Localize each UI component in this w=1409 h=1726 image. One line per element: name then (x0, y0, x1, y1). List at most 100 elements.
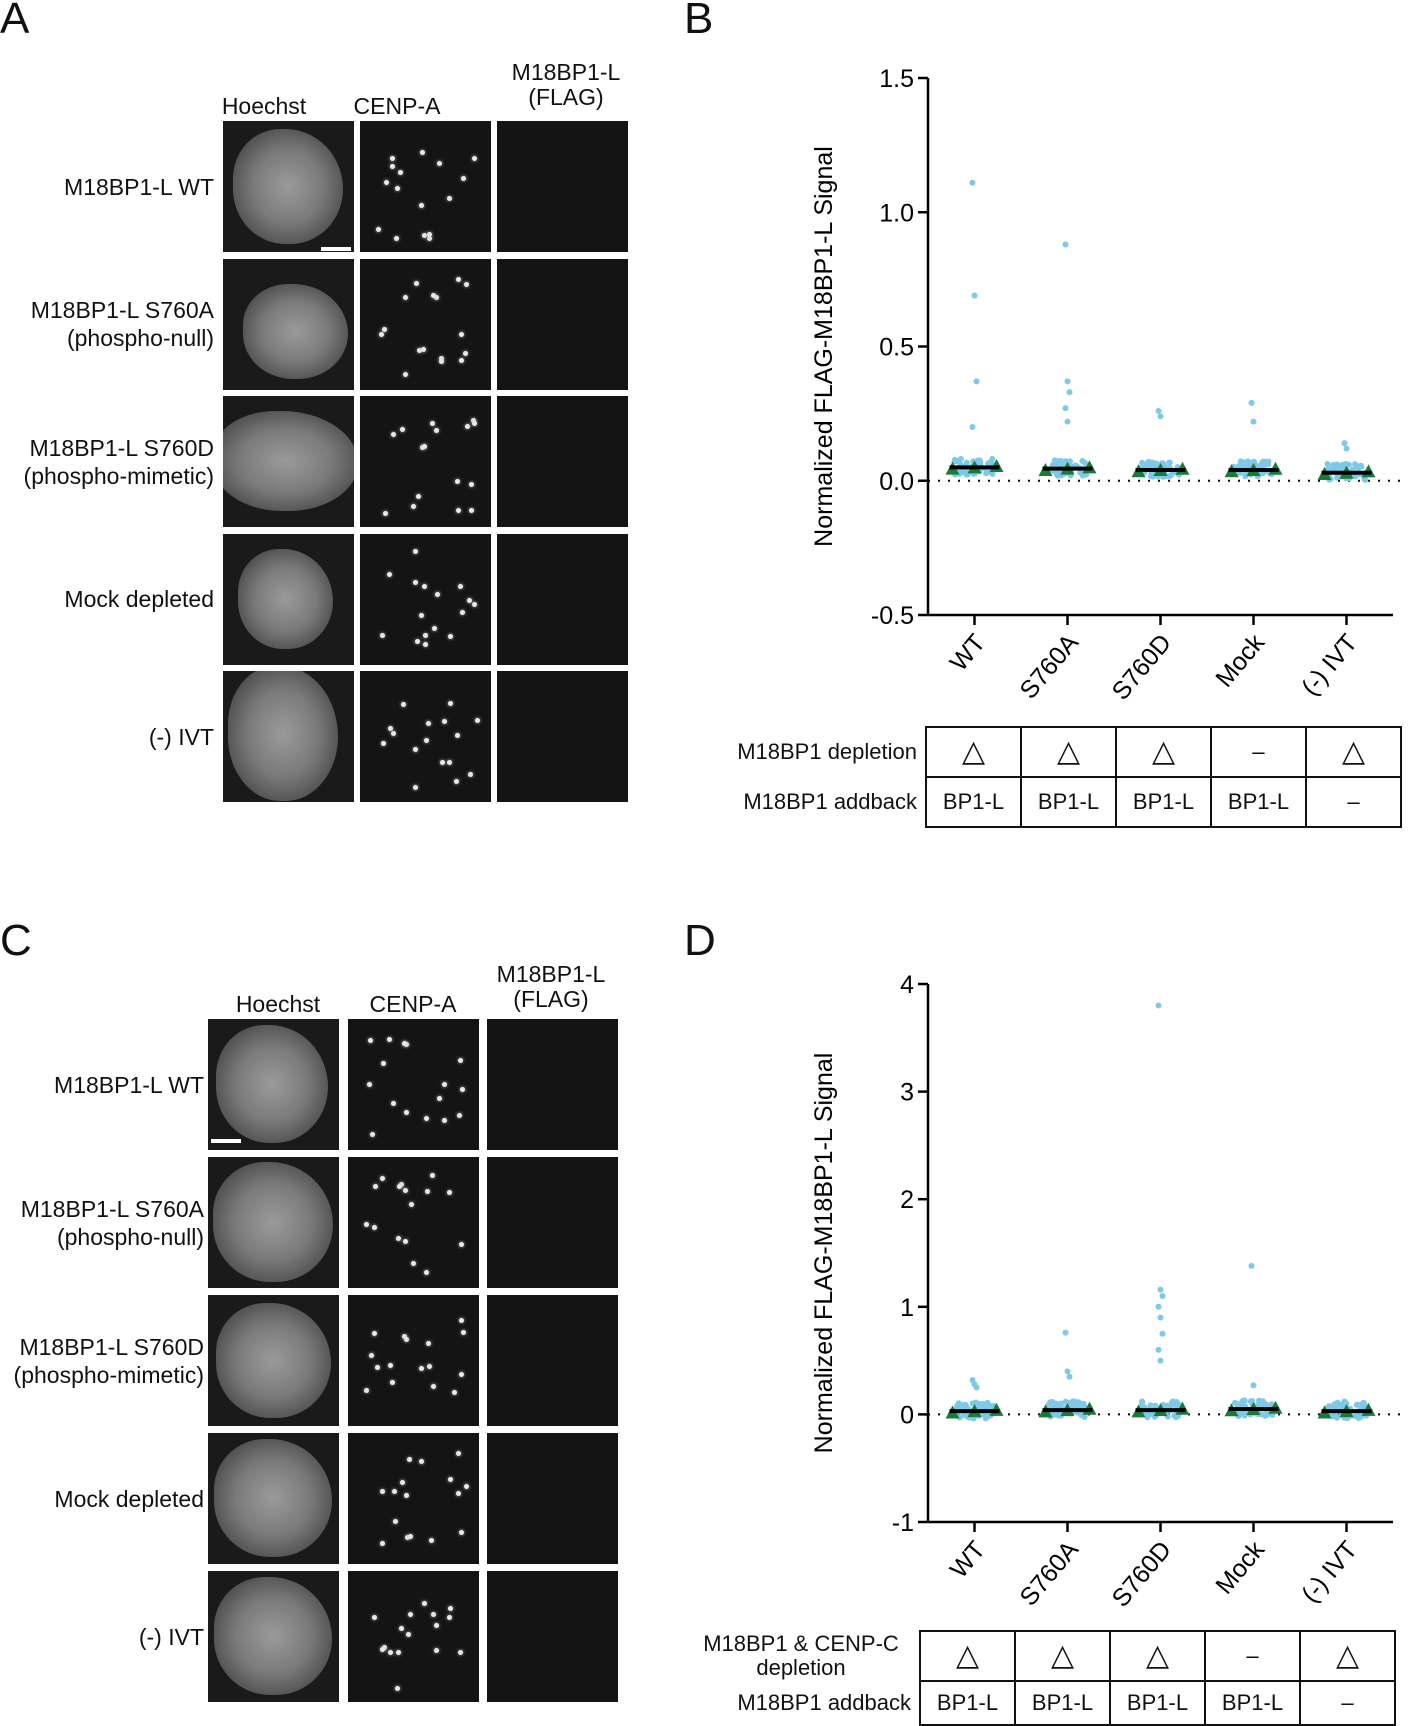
centromere-spot (418, 1365, 424, 1371)
table-cell: BP1-L (925, 776, 1022, 828)
micrograph-hoechst (208, 1019, 339, 1150)
centromere-spot (427, 1363, 433, 1369)
centromere-spot (436, 160, 442, 166)
centromere-spot (390, 432, 396, 438)
centromere-spot (474, 718, 480, 724)
centromere-spot (455, 1451, 461, 1457)
nucleus-stain (228, 671, 338, 801)
condition-table-d: M18BP1 & CENP-C depletion △ △ △ – △ M18B… (690, 1630, 1396, 1726)
data-point (1251, 458, 1258, 465)
table-label-addback: M18BP1 addback (743, 789, 917, 814)
centromere-spot (400, 426, 406, 432)
data-point (1155, 1303, 1162, 1310)
centromere-spot (441, 1081, 447, 1087)
data-point (969, 179, 976, 186)
micrograph-hoechst (208, 1295, 339, 1426)
centromere-spot (396, 1236, 402, 1242)
table-label-depletion: M18BP1 depletion (737, 739, 917, 764)
centromere-spot (400, 1480, 406, 1486)
scale-bar (321, 247, 351, 251)
data-point (1062, 241, 1069, 248)
micrograph-hoechst (223, 533, 354, 665)
data-point (1057, 457, 1064, 464)
centromere-spot (422, 633, 428, 639)
centromere-spot (430, 1173, 436, 1179)
x-tick-label: Mock (1210, 628, 1270, 692)
data-point (1064, 1400, 1071, 1407)
centromere-spot (471, 418, 477, 424)
row-label: M18BP1-L S760A (phospho-null) (20, 1195, 204, 1250)
micrograph-cenp-a (348, 1019, 479, 1150)
column-header-flag: M18BP1-L (FLAG) (511, 59, 621, 110)
centromere-spot (455, 733, 461, 739)
data-point (1353, 1401, 1360, 1408)
condition-table-b: M18BP1 depletion △ △ △ – △ M18BP1 addbac… (700, 726, 1402, 828)
centromere-spot (423, 1269, 429, 1275)
y-tick-label: 1 (900, 1294, 914, 1322)
centromere-spot (381, 740, 387, 746)
centromere-spot (405, 1534, 411, 1540)
nucleus-stain (216, 1025, 328, 1143)
y-tick-label: 1.5 (879, 65, 914, 93)
centromere-spot (379, 1541, 385, 1547)
centromere-spot (378, 332, 384, 338)
centromere-spot (434, 1647, 440, 1653)
centromere-spot (458, 1371, 464, 1377)
centromere-spot (406, 1631, 412, 1637)
column-header-hoechst: Hoechst (221, 93, 307, 119)
table-cell: – (1305, 776, 1402, 828)
centromere-spot (409, 1202, 415, 1208)
centromere-spot (430, 292, 436, 298)
centromere-spot (400, 702, 406, 708)
centromere-spot (447, 1476, 453, 1482)
data-point (1157, 413, 1164, 420)
centromere-spot (472, 602, 478, 608)
centromere-spot (415, 493, 421, 499)
micrograph-flag (497, 396, 628, 527)
centromere-spot (460, 1330, 466, 1336)
centromere-spot (423, 641, 429, 647)
centromere-spot (407, 1457, 413, 1463)
row-label: (-) IVT (138, 1623, 204, 1650)
centromere-spot (469, 482, 475, 488)
table-cell: △ (1014, 1630, 1111, 1682)
centromere-spot (398, 1626, 404, 1632)
centromere-spot (397, 170, 403, 176)
data-point (1159, 1293, 1166, 1300)
centromere-spot (431, 1383, 437, 1389)
centromere-spot (374, 1365, 380, 1371)
centromere-spot (464, 423, 470, 429)
data-point (971, 292, 978, 299)
data-point (1359, 1400, 1366, 1407)
data-point (1064, 378, 1071, 385)
column-header-hoechst: Hoechst (235, 991, 321, 1017)
centromere-spot (452, 1390, 458, 1396)
centromere-spot (379, 1647, 385, 1653)
micrograph-hoechst (223, 671, 354, 802)
centromere-spot (447, 195, 453, 201)
centromere-spot (367, 1037, 373, 1043)
centromere-spot (402, 1188, 408, 1194)
centromere-spot (364, 1222, 370, 1228)
centromere-spot (380, 1061, 386, 1067)
centromere-spot (371, 1331, 377, 1337)
data-point (1139, 1398, 1146, 1405)
table-cell: △ (1109, 1630, 1206, 1682)
y-tick-label: -1 (892, 1509, 914, 1537)
centromere-spot (436, 1096, 442, 1102)
centromere-spot (403, 1493, 409, 1499)
centromere-spot (372, 1614, 378, 1620)
data-point (1157, 1357, 1164, 1364)
data-point (1263, 458, 1270, 465)
centromere-spot (459, 610, 465, 616)
centromere-spot (457, 583, 463, 589)
data-point (1262, 1412, 1269, 1419)
micrograph-hoechst (208, 1571, 339, 1702)
centromere-spot (373, 1183, 379, 1189)
nucleus-stain (243, 283, 348, 379)
centromere-spot (413, 784, 419, 790)
data-point (983, 470, 990, 477)
row-label: M18BP1-L WT (64, 173, 214, 200)
data-point (1075, 1400, 1082, 1407)
nucleus-stain (214, 1577, 332, 1695)
